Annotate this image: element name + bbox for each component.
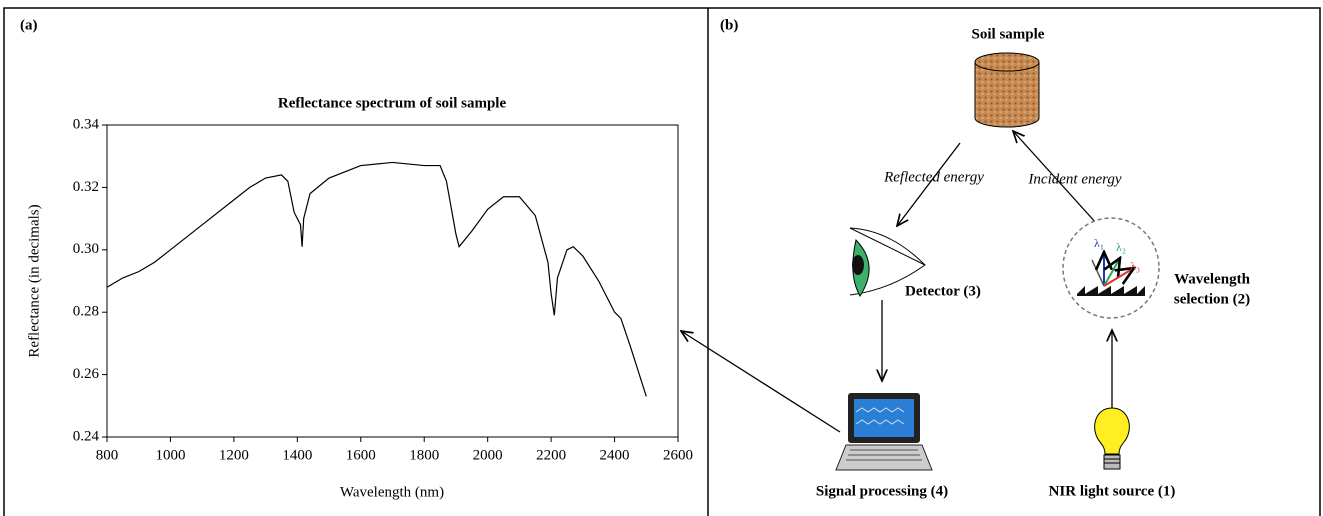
node-label: Detector (3) [905,283,981,299]
y-tick-label: 0.24 [73,428,100,444]
y-tick-label: 0.30 [73,241,99,257]
laptop-icon [836,393,932,470]
x-tick-label: 2200 [536,447,566,463]
x-tick-label: 2000 [473,447,503,463]
x-tick-label: 2400 [600,447,630,463]
panel-label: (b) [720,17,738,33]
y-tick-label: 0.28 [73,304,99,320]
node-label: NIR light source (1) [1049,483,1176,499]
node-label: Soil sample [972,26,1045,42]
edge-label: Incident energy [1027,171,1121,187]
lambda-label: λ₂ [1116,240,1126,254]
soil-icon [975,53,1039,127]
node-label: selection (2) [1174,291,1250,307]
x-tick-label: 2600 [663,447,693,463]
y-axis-title: Reflectance (in decimals) [26,204,42,357]
plot-area [107,125,678,437]
x-tick-label: 1400 [282,447,312,463]
x-tick-label: 1800 [409,447,439,463]
x-tick-label: 800 [96,447,119,463]
y-tick-label: 0.26 [73,366,100,382]
lambda-label: λ₁ [1094,236,1104,250]
line-series [107,162,646,396]
figure: (a) (b) Reflectance spectrum of soil sam… [0,0,1323,516]
bulb-icon [1095,408,1130,469]
x-axis-title: Wavelength (nm) [340,484,444,500]
chart-title: Reflectance spectrum of soil sample [278,95,507,111]
y-tick-label: 0.34 [73,116,100,132]
y-tick-label: 0.32 [73,179,99,195]
panel-label: (a) [20,17,38,33]
lambda-label: λ₃ [1130,259,1140,273]
diagram: Soil sample Reflected energy Incident en… [681,26,1251,499]
x-tick-label: 1200 [219,447,249,463]
x-tick-label: 1600 [346,447,376,463]
x-tick-label: 1000 [155,447,185,463]
arrow [681,331,840,432]
node-label: Signal processing (4) [816,483,948,499]
node-label: Wavelength [1174,271,1250,287]
chart: Reflectance spectrum of soil sample Wave… [26,95,693,500]
grating-icon: λ₁ λ₂ λ₃ [1063,218,1159,318]
